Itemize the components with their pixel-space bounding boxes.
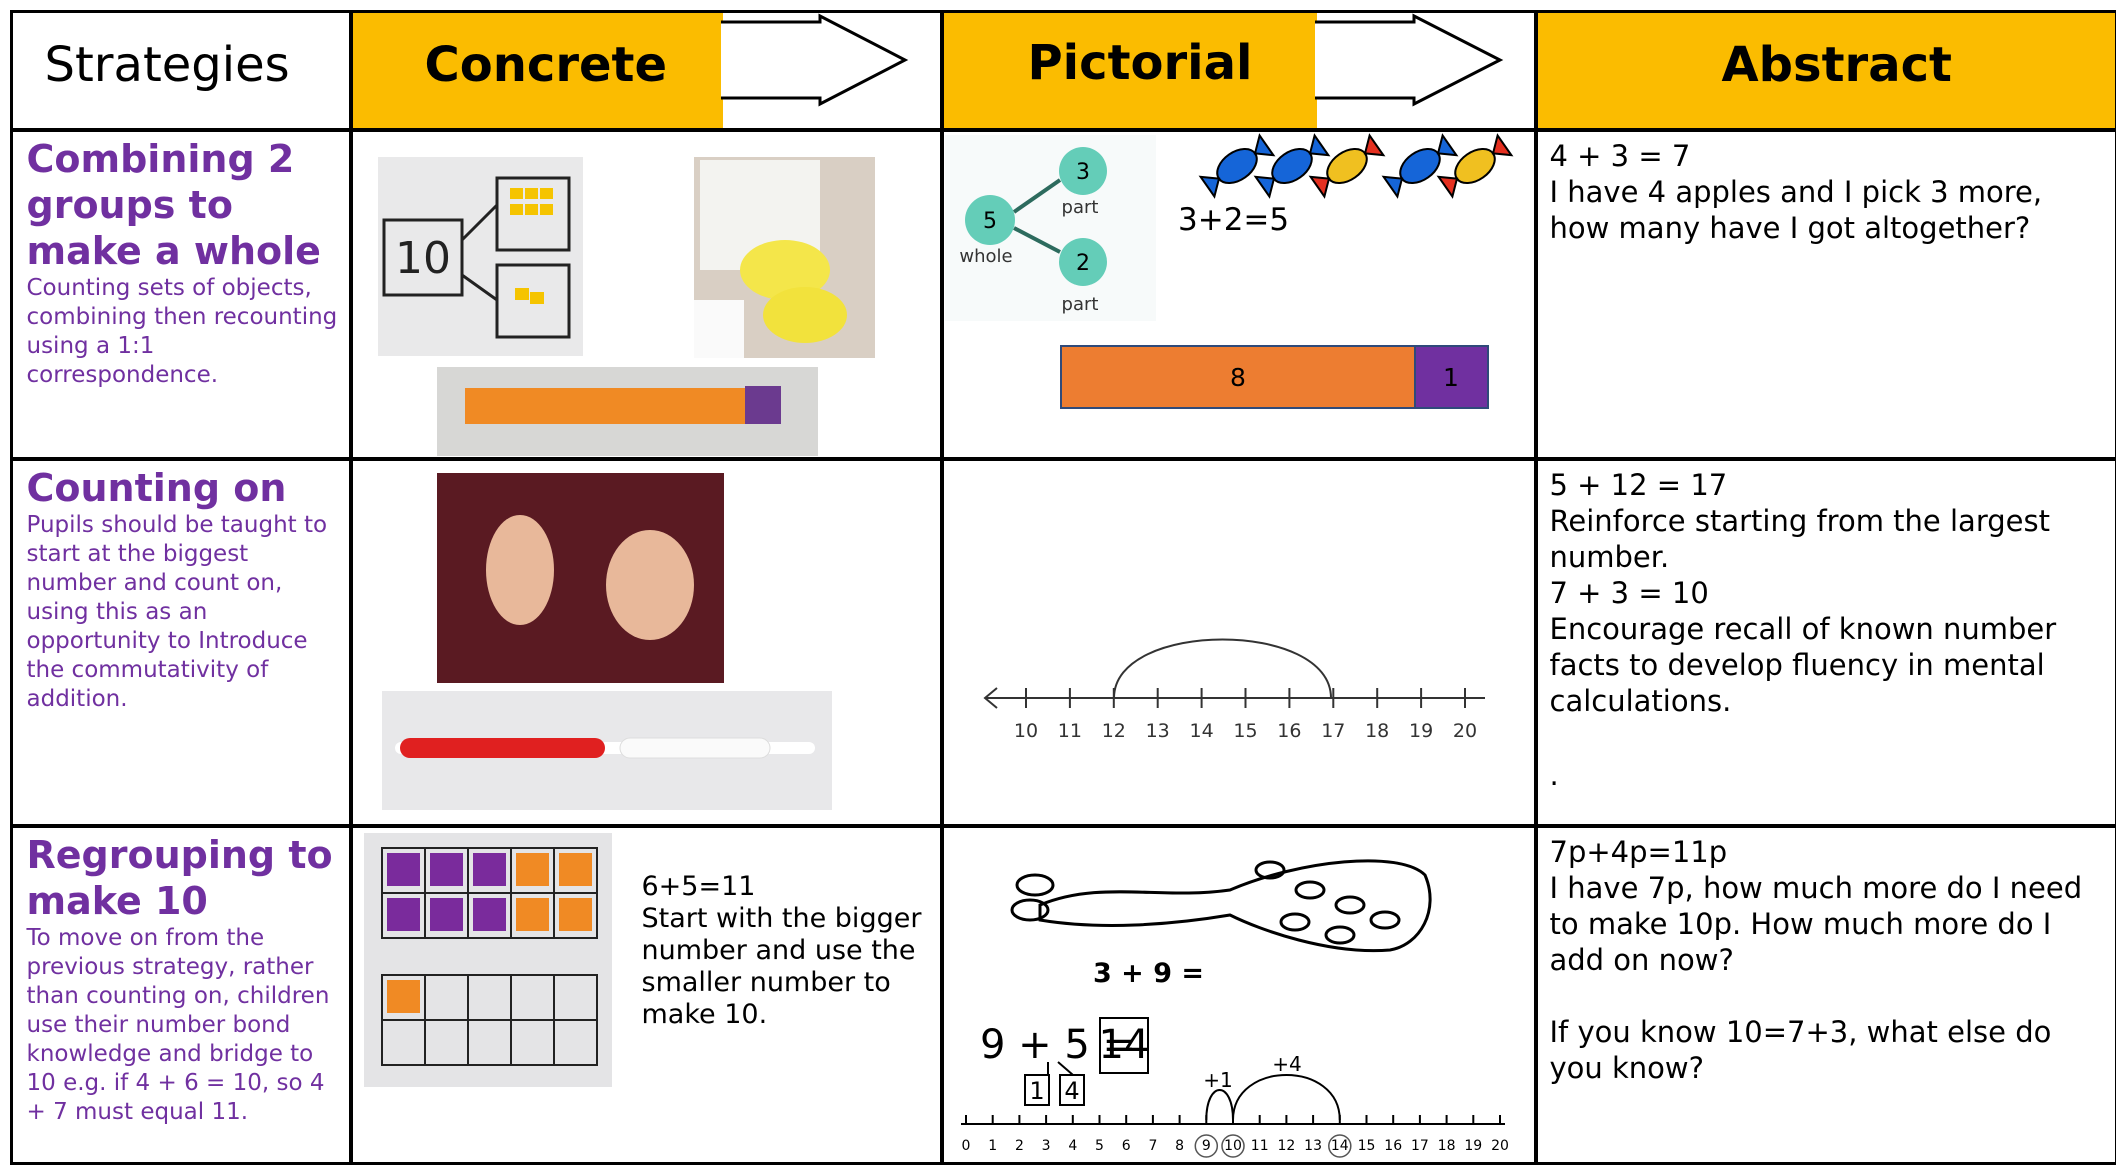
header-cell: Abstract xyxy=(1535,10,2116,131)
strategy-cell: Regrouping to make 10 To move on from th… xyxy=(10,825,352,1165)
concrete-cell xyxy=(350,129,943,460)
abstract-line: 5 + 12 = 17 xyxy=(1550,467,2107,503)
concrete-cell xyxy=(350,458,943,827)
strategy-cell: Combining 2 groups to make a whole Count… xyxy=(10,129,352,460)
abstract-text: 5 + 12 = 17 Reinforce starting from the … xyxy=(1550,467,2107,793)
abstract-line: Reinforce starting from the largest numb… xyxy=(1550,503,2107,575)
abstract-line: 4 + 3 = 7 xyxy=(1550,138,2107,174)
header-pictorial: Pictorial xyxy=(1028,35,1253,91)
strategy-cell: Counting on Pupils should be taught to s… xyxy=(10,458,352,827)
abstract-line: I have 7p, how much more do I need to ma… xyxy=(1550,870,2107,978)
concrete-line: Start with the bigger number and use the… xyxy=(642,903,932,1031)
pictorial-cell xyxy=(941,458,1537,827)
strategy-description: To move on from the previous strategy, r… xyxy=(27,924,341,1127)
pictorial-cell xyxy=(941,129,1537,460)
abstract-text: 4 + 3 = 7 I have 4 apples and I pick 3 m… xyxy=(1550,138,2107,246)
header-strategies: Strategies xyxy=(45,37,290,93)
strategy-title: Counting on xyxy=(27,465,341,511)
header-cell: Pictorial xyxy=(941,10,1537,131)
strategy-title: Combining 2 groups to make a whole xyxy=(27,136,341,274)
abstract-line: 7p+4p=11p xyxy=(1550,834,2107,870)
abstract-line: I have 4 apples and I pick 3 more, how m… xyxy=(1550,174,2107,246)
abstract-line: . xyxy=(1550,757,2107,793)
header-cell: Strategies xyxy=(10,10,352,131)
strategy-description: Pupils should be taught to start at the … xyxy=(27,511,341,714)
abstract-line: 7 + 3 = 10 xyxy=(1550,575,2107,611)
strategy-title: Regrouping to make 10 xyxy=(27,832,341,924)
header-abstract: Abstract xyxy=(1722,37,1952,93)
abstract-line: Encourage recall of known number facts t… xyxy=(1550,611,2107,719)
concrete-cell: 6+5=11 Start with the bigger number and … xyxy=(350,825,943,1165)
abstract-cell: 7p+4p=11p I have 7p, how much more do I … xyxy=(1535,825,2116,1165)
abstract-text: 7p+4p=11p I have 7p, how much more do I … xyxy=(1550,834,2107,1086)
pictorial-cell xyxy=(941,825,1537,1165)
header-concrete: Concrete xyxy=(425,37,668,93)
abstract-cell: 4 + 3 = 7 I have 4 apples and I pick 3 m… xyxy=(1535,129,2116,460)
header-cell: Concrete xyxy=(350,10,943,131)
strategy-description: Counting sets of objects, combining then… xyxy=(27,274,341,390)
concrete-line: 6+5=11 xyxy=(642,871,932,903)
abstract-line: If you know 10=7+3, what else do you kno… xyxy=(1550,1014,2107,1086)
concrete-text: 6+5=11 Start with the bigger number and … xyxy=(642,871,932,1031)
abstract-cell: 5 + 12 = 17 Reinforce starting from the … xyxy=(1535,458,2116,827)
